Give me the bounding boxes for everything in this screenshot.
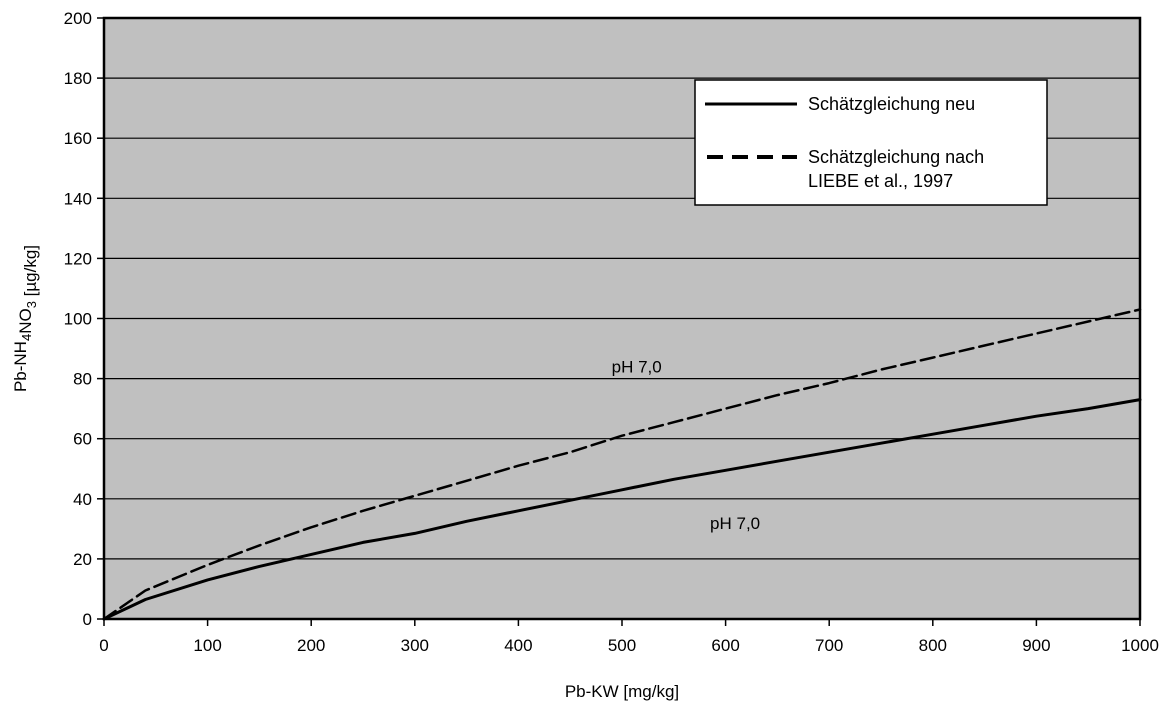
legend-label-neu: Schätzgleichung neu [808, 94, 975, 114]
x-tick-label: 1000 [1121, 636, 1159, 655]
y-tick-label: 200 [64, 9, 92, 28]
y-axis-ticks: 0 20 40 60 80 100 120 140 160 180 200 [64, 9, 104, 629]
annotations: pH 7,0 pH 7,0 [612, 358, 761, 533]
series-line-liebe [102, 308, 1142, 621]
y-tick-label: 60 [73, 430, 92, 449]
legend: Schätzgleichung neu Schätzgleichung nach… [694, 79, 1048, 206]
y-tick-label: 120 [64, 249, 92, 268]
annotation-label: pH 7,0 [612, 358, 662, 377]
x-tick-label: 400 [504, 636, 532, 655]
x-tick-label: 200 [297, 636, 325, 655]
x-tick-label: 100 [193, 636, 221, 655]
x-axis-ticks: 0 100 200 300 400 500 600 700 800 900 1000 [99, 619, 1159, 655]
series-line-neu [102, 398, 1142, 621]
y-tick-label: 0 [83, 610, 92, 629]
annotation-label: pH 7,0 [710, 514, 760, 533]
x-tick-label: 0 [99, 636, 108, 655]
y-tick-label: 180 [64, 69, 92, 88]
x-tick-label: 900 [1022, 636, 1050, 655]
y-tick-label: 160 [64, 129, 92, 148]
legend-label-liebe: Schätzgleichung nach LIEBE et al., 1997 [808, 147, 984, 191]
y-tick-label: 80 [73, 370, 92, 389]
x-tick-label: 600 [711, 636, 739, 655]
x-tick-label: 700 [815, 636, 843, 655]
x-tick-label: 300 [401, 636, 429, 655]
x-axis-title: Pb-KW [mg/kg] [565, 682, 679, 701]
y-axis-title: Pb-NH4NO3 [µg/kg] [11, 245, 40, 392]
series-lines [102, 308, 1142, 621]
y-tick-label: 100 [64, 310, 92, 329]
x-tick-label: 800 [919, 636, 947, 655]
y-tick-label: 20 [73, 550, 92, 569]
legend-box [694, 79, 1048, 206]
y-tick-label: 140 [64, 189, 92, 208]
x-tick-label: 500 [608, 636, 636, 655]
y-tick-label: 40 [73, 490, 92, 509]
